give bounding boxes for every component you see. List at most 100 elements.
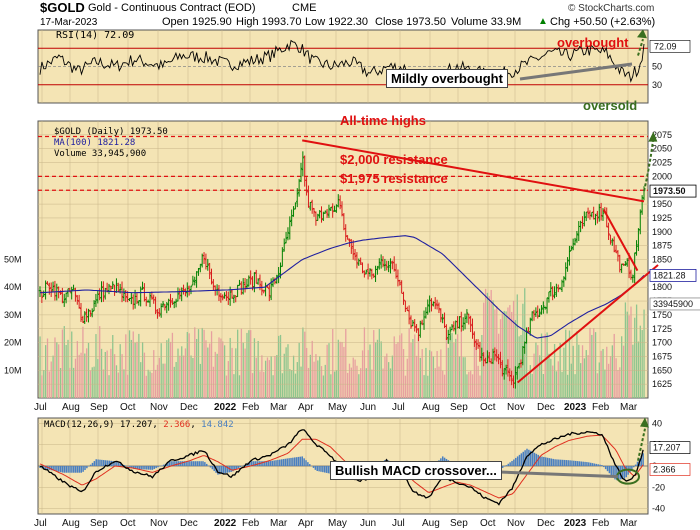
macd-hist-bar bbox=[243, 464, 245, 466]
volume-bar bbox=[294, 373, 297, 398]
macd-hist-bar bbox=[63, 466, 66, 473]
volume-bar bbox=[456, 334, 459, 398]
volume-bar bbox=[209, 343, 211, 398]
macd-hist-bar bbox=[194, 461, 197, 466]
volume-bar bbox=[138, 333, 140, 398]
volume-bar bbox=[46, 338, 49, 398]
volume-bar bbox=[326, 344, 328, 398]
x-axis-month-label: Feb bbox=[592, 518, 610, 529]
volume-bar bbox=[466, 374, 468, 398]
macd-hist-bar bbox=[556, 459, 558, 466]
volume-bar bbox=[600, 350, 602, 398]
volume-bar bbox=[419, 357, 421, 398]
macd-hist-bar bbox=[516, 456, 519, 466]
volume-bar bbox=[621, 336, 623, 398]
macd-hist-bar bbox=[205, 463, 208, 466]
volume-bar bbox=[455, 338, 457, 398]
ma100-line bbox=[39, 235, 645, 339]
macd-hist-bar bbox=[636, 461, 639, 466]
macd-hist-bar bbox=[200, 461, 202, 466]
volume-bar bbox=[130, 339, 133, 398]
volume-bar bbox=[72, 367, 75, 398]
volume-bar bbox=[205, 340, 207, 398]
volume-bar bbox=[548, 353, 550, 398]
macd-hist-bar bbox=[271, 460, 274, 466]
volume-bar bbox=[356, 365, 358, 398]
macd-hist-bar bbox=[265, 461, 268, 466]
volume-bar bbox=[464, 357, 466, 398]
volume-bar bbox=[244, 348, 246, 398]
price-tick-label: 1800 bbox=[652, 282, 672, 292]
volume-bar bbox=[184, 348, 187, 398]
ma-legend: MA(100) 1821.28 bbox=[54, 138, 136, 148]
x-axis-month-label: Aug bbox=[422, 518, 440, 529]
volume-bar bbox=[281, 373, 284, 398]
volume-bar bbox=[442, 370, 444, 398]
volume-bar bbox=[220, 338, 222, 398]
macd-hist-bar bbox=[515, 457, 517, 466]
volume-bar bbox=[447, 347, 449, 398]
volume-bar bbox=[483, 302, 485, 398]
volume-bar bbox=[84, 353, 86, 398]
macd-hist-bar bbox=[140, 466, 142, 470]
macd-hist-bar bbox=[108, 460, 111, 466]
volume-bar bbox=[527, 375, 530, 398]
volume-bar bbox=[537, 345, 539, 398]
rsi-arrow-head bbox=[637, 29, 647, 39]
macd-hist-bar bbox=[603, 466, 605, 468]
volume-bar bbox=[272, 375, 274, 398]
volume-bar bbox=[106, 350, 108, 398]
volume-bar bbox=[443, 374, 446, 398]
volume-bar bbox=[468, 371, 470, 398]
volume-bar bbox=[317, 360, 319, 398]
macd-hist-bar bbox=[294, 457, 296, 466]
macd-hist-bar bbox=[44, 466, 47, 470]
x-axis-month-label: Jul bbox=[34, 402, 47, 413]
macd-hist-bar bbox=[74, 466, 77, 473]
macd-hist-bar bbox=[288, 458, 290, 466]
volume-bar bbox=[305, 347, 308, 398]
volume-bar bbox=[352, 357, 354, 398]
macd-hist-bar bbox=[511, 460, 513, 466]
x-axis-month-label: Mar bbox=[620, 518, 638, 529]
x-axis-month-label: 2023 bbox=[564, 402, 587, 413]
price-tick-label: 2025 bbox=[652, 158, 672, 168]
macd-hist-bar bbox=[580, 461, 583, 466]
rsi-legend: RSI(14) 72.09 bbox=[56, 30, 135, 41]
volume-bar bbox=[361, 350, 364, 398]
volume-bar bbox=[199, 363, 202, 398]
volume-bar bbox=[169, 341, 172, 398]
x-axis-month-label: Sep bbox=[450, 402, 468, 413]
macd-hist-bar bbox=[576, 461, 579, 466]
macd-hist-bar bbox=[275, 460, 277, 466]
overbought-label: overbought bbox=[557, 35, 629, 50]
volume-bar bbox=[153, 350, 155, 398]
macd-hist-bar bbox=[230, 466, 232, 472]
macd-hist-bar bbox=[252, 461, 255, 466]
macd-hist-bar bbox=[232, 466, 234, 472]
macd-hist-bar bbox=[97, 459, 99, 466]
macd-hist-bar bbox=[299, 456, 302, 466]
volume-bar bbox=[302, 327, 304, 398]
volume-bar bbox=[201, 327, 203, 398]
volume-label: Volume 33.9M bbox=[451, 16, 522, 28]
macd-hist-bar bbox=[599, 464, 601, 466]
volume-bar bbox=[427, 375, 429, 398]
macd-hist-bar bbox=[582, 461, 584, 466]
macd-hist-bar bbox=[578, 461, 581, 466]
macd-hist-bar bbox=[58, 466, 60, 472]
macd-hist-bar bbox=[569, 460, 571, 466]
volume-bar bbox=[445, 337, 448, 398]
volume-bar bbox=[160, 343, 162, 398]
volume-bar bbox=[593, 328, 595, 398]
price-tick-label: 1925 bbox=[652, 213, 672, 223]
volume-bar bbox=[404, 375, 407, 398]
macd-hist-bar bbox=[95, 459, 97, 466]
volume-bar bbox=[634, 317, 636, 398]
x-axis-month-label: 2022 bbox=[214, 402, 237, 413]
trendline bbox=[602, 209, 639, 272]
trendline bbox=[516, 264, 659, 384]
price-legend: $GOLD (Daily) 1973.50 bbox=[54, 127, 168, 137]
macd-hist-bar bbox=[593, 463, 596, 466]
macd-hist-bar bbox=[162, 464, 165, 466]
